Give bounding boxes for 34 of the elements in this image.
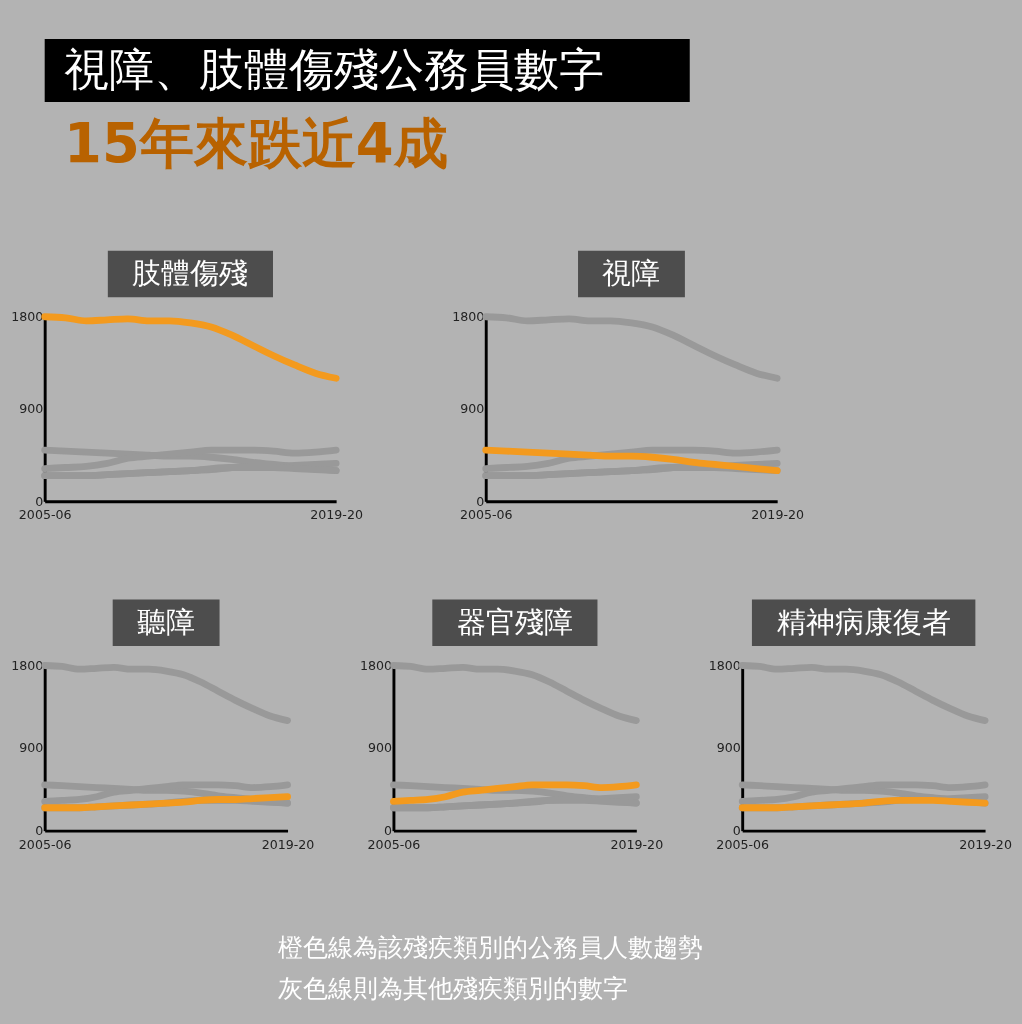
- y-tick-label: 900: [460, 401, 485, 417]
- x-tick-label: 2005-06: [716, 836, 770, 852]
- x-tick-label: 2019-20: [310, 507, 363, 523]
- y-tick-label: 900: [716, 740, 741, 756]
- y-tick-label: 900: [19, 401, 44, 417]
- y-tick-label: 1800: [11, 309, 44, 325]
- y-tick-label: 1800: [452, 309, 485, 325]
- x-tick-label: 2019-20: [959, 836, 1012, 852]
- chart-title: 視障: [602, 255, 661, 290]
- y-tick-label: 0: [732, 823, 741, 839]
- text: 橙色線為該殘疾類別的公務員人數趨勢: [277, 933, 703, 962]
- chart-title: 精神病康復者: [776, 604, 951, 639]
- x-tick-label: 2005-06: [367, 836, 421, 852]
- y-tick-label: 900: [367, 740, 392, 756]
- y-tick-label: 1800: [11, 657, 44, 673]
- chart-title: 肢體傷殘: [132, 255, 249, 290]
- y-tick-label: 1800: [708, 657, 741, 673]
- y-tick-label: 0: [383, 823, 392, 839]
- y-tick-label: 0: [35, 493, 44, 509]
- y-tick-label: 900: [19, 740, 44, 756]
- y-tick-label: 1800: [359, 657, 392, 673]
- y-tick-label: 0: [476, 493, 485, 509]
- y-tick-label: 0: [35, 823, 44, 839]
- x-tick-label: 2005-06: [18, 836, 72, 852]
- chart-title: 器官殘障: [456, 604, 573, 639]
- x-tick-label: 2019-20: [610, 836, 664, 852]
- text: 15年來跌近4成: [64, 112, 448, 176]
- x-tick-label: 2005-06: [18, 507, 72, 523]
- x-tick-label: 2005-06: [459, 507, 513, 523]
- text: 視障、肢體傷殘公務員數字: [64, 43, 605, 96]
- x-tick-label: 2019-20: [751, 507, 805, 523]
- chart-title: 聽障: [137, 604, 196, 639]
- x-tick-label: 2019-20: [261, 836, 315, 852]
- text: 灰色線則為其他殘疾類別的數字: [277, 973, 628, 1003]
